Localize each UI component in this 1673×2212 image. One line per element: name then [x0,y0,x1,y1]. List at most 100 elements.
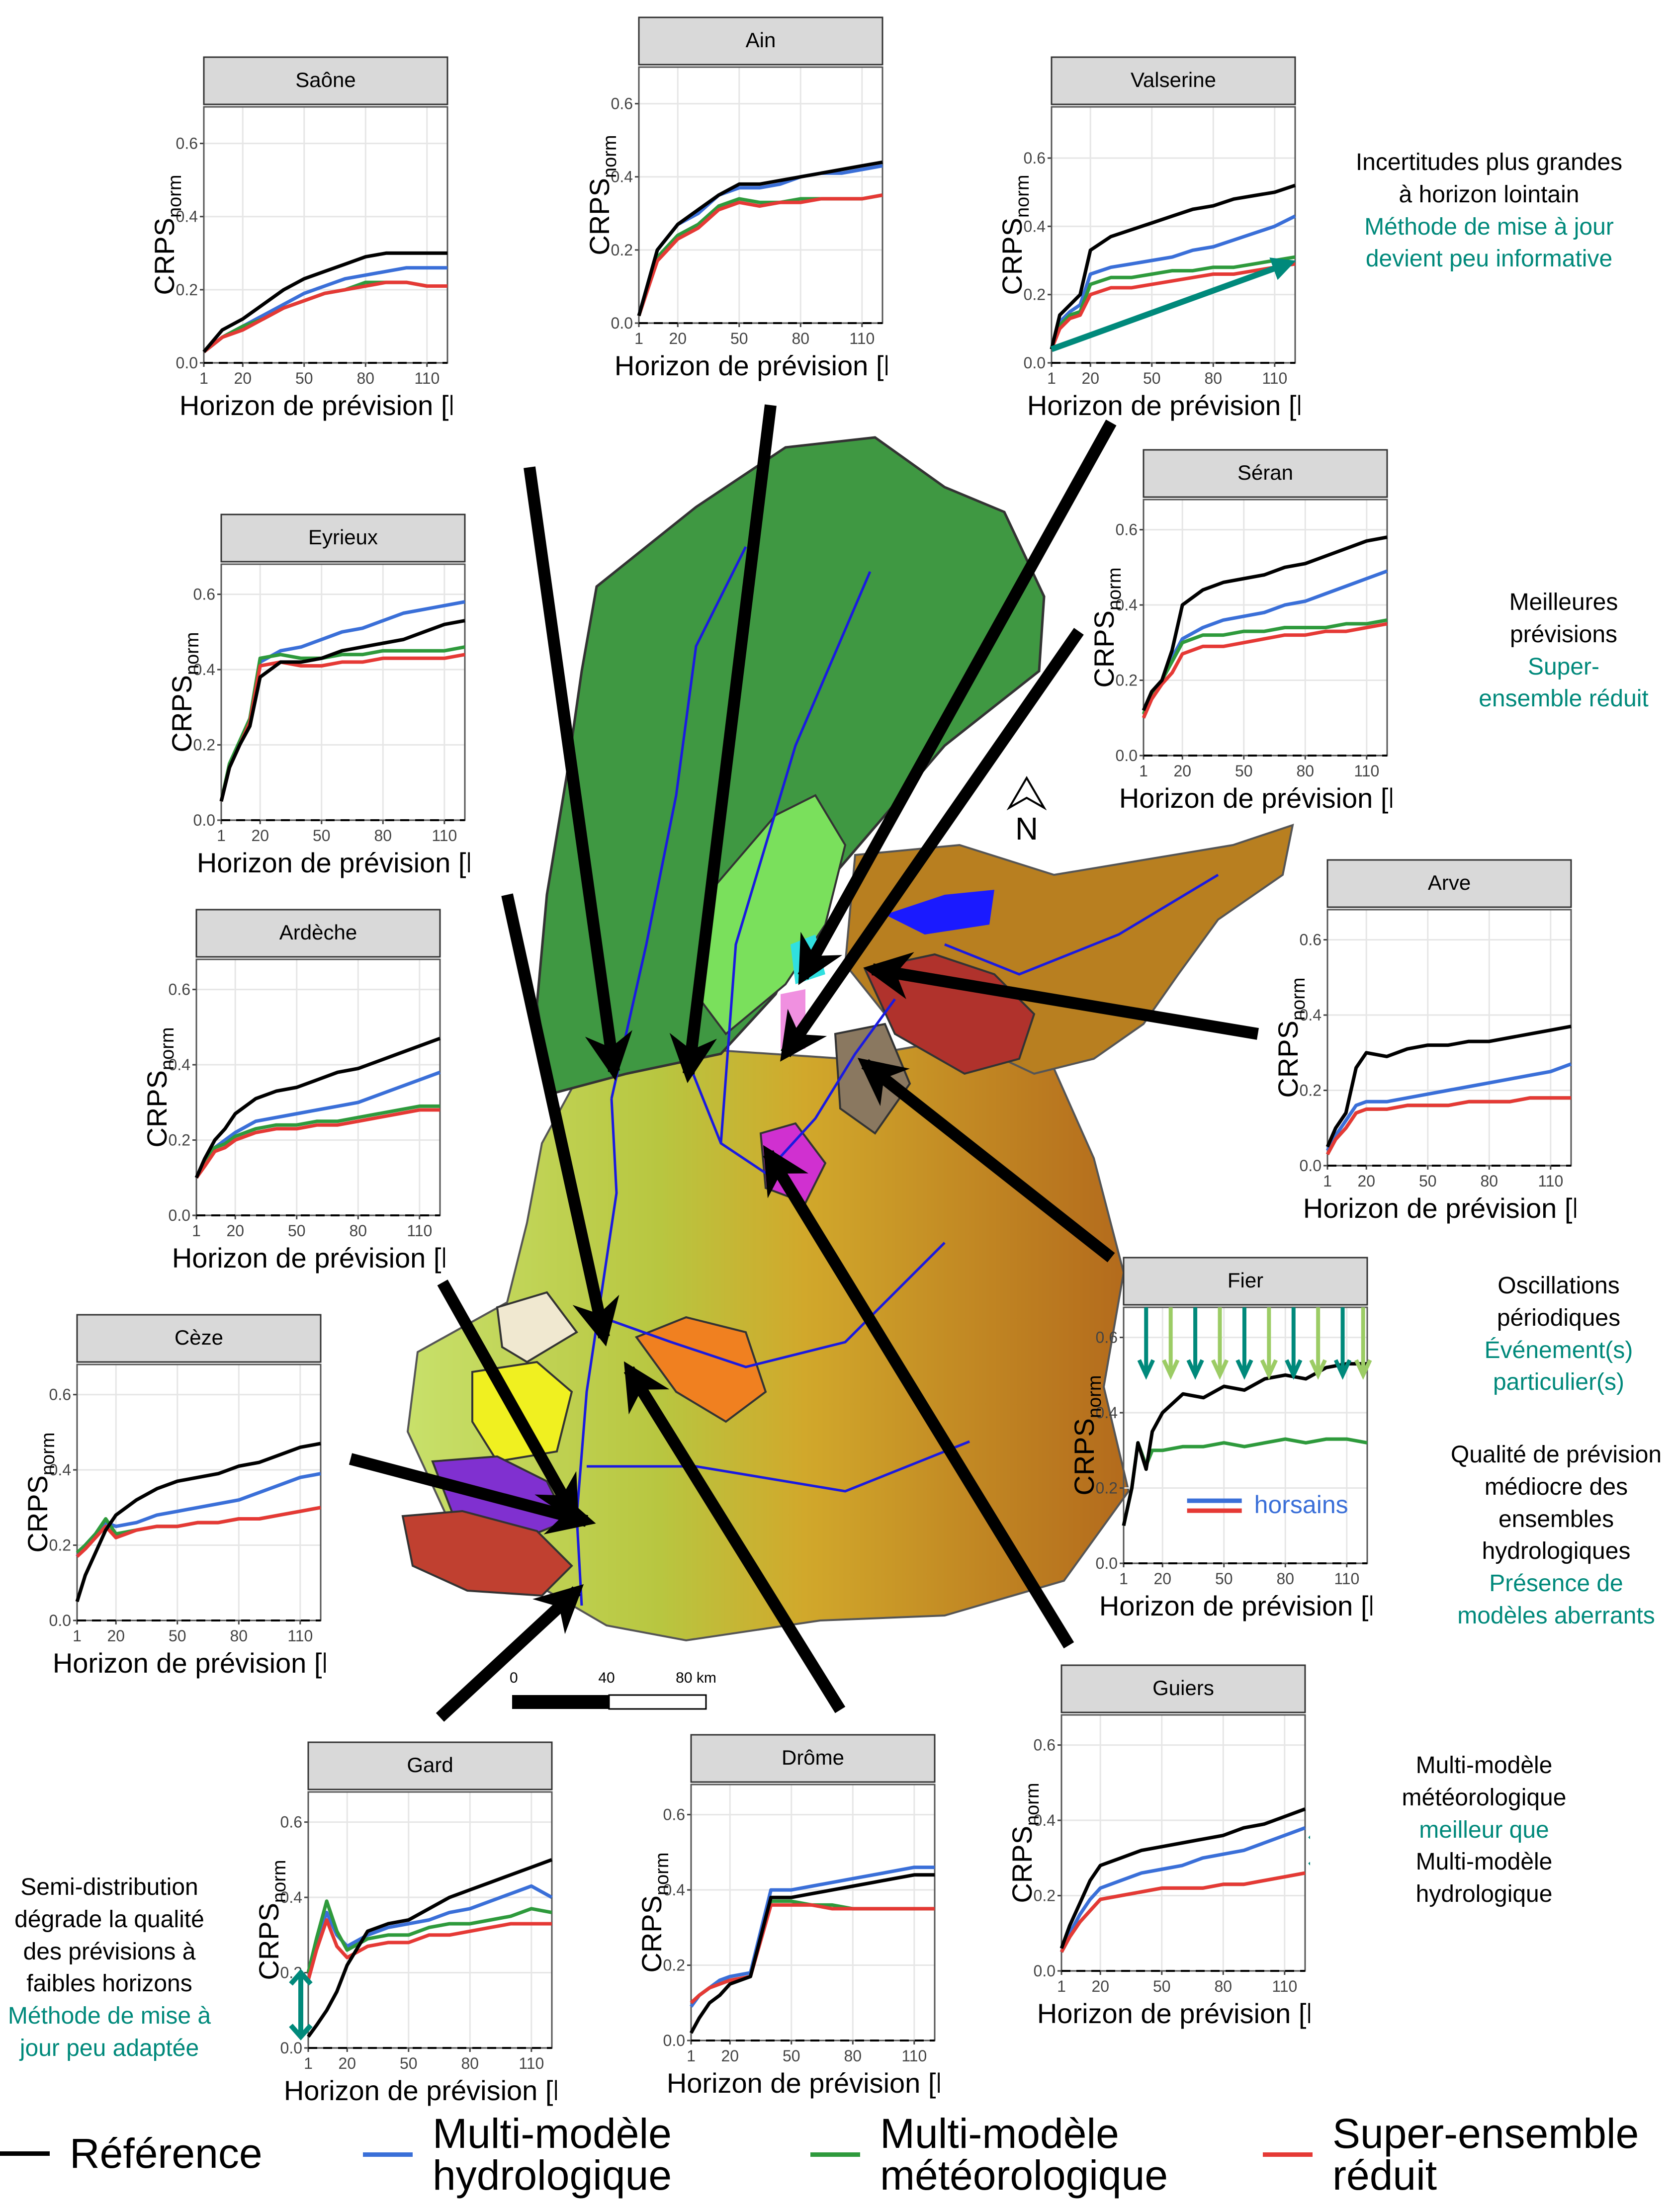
arrow-drome [623,1361,846,1713]
arrow-ceze [349,1453,596,1534]
x-tick-label: 80 [1276,1570,1294,1588]
north-label: N [1015,811,1039,847]
y-axis-label: CRPSnorm [253,1860,290,1980]
y-tick-label: 0.0 [280,2039,302,2057]
arrow-guiers [763,1145,1074,1649]
y-axis-label: CRPSnorm [584,135,620,255]
annotation-arrow-oscillation [1333,1307,1352,1380]
scale-tick-0: 0 [510,1670,518,1686]
chart-svg-drome: Drôme 0.0 0.2 0.4 0.6 1 20 50 80 110 Horizon de pr… [636,1734,940,2099]
x-axis-label: Horizon de prévision [h] [197,847,470,878]
series-line-multi-hydro [306,1884,553,1973]
annotation-arrow-oscillation [1260,1307,1278,1380]
x-tick-label: 20 [338,2054,356,2072]
y-tick-label: 0.6 [1034,1736,1056,1754]
x-tick-label: 80 [1296,762,1314,780]
x-tick-label: 80 [1480,1172,1498,1190]
legend-swatch-super-ensemble [1263,2152,1313,2157]
note-seran-teal: Super-ensemble réduit [1479,653,1649,712]
y-tick-label: 0.4 [663,1881,685,1899]
legend-label-reference: Référence [70,2130,263,2177]
legend-label-multi-meteo: Multi-modèle météorologique [880,2110,1168,2199]
chart-panel-ain: Ain 0.0 0.2 0.4 0.6 1 20 50 80 110 Horizon de prév… [569,15,887,398]
basin-gard-red [401,1510,573,1597]
y-axis-label: CRPSnorm [149,174,185,295]
y-tick-label: 0.6 [1096,1329,1118,1347]
legend-item-multi-meteo: Multi-modèle météorologique [810,2113,1188,2196]
y-tick-label: 0.2 [49,1536,71,1554]
note-fier-oscillations: Oscillations périodiques Événement(s) pa… [1447,1270,1671,1399]
x-axis-label: Horizon de prévision [h] [615,350,887,381]
note-fier2-teal: Présence de modèles aberrants [1457,1570,1655,1629]
plot-border [203,106,448,364]
y-axis-label: CRPSnorm [1006,1783,1043,1903]
series-line-super-ensemble [306,1918,552,1981]
x-tick-label: 20 [234,369,252,387]
y-tick-label: 0.6 [193,586,215,603]
chart-svg-ain: Ain 0.0 0.2 0.4 0.6 1 20 50 80 110 Horizon de prév… [584,16,887,381]
x-tick-label: 1 [304,2054,313,2072]
annotation-arrow-oscillation [1162,1307,1180,1380]
y-axis-label: CRPSnorm [22,1432,59,1552]
y-tick-label: 0.2 [1116,672,1138,689]
legend-item-super-ensemble: Super-ensemble réduit [1263,2113,1651,2196]
series-line-reference [202,251,447,353]
y-tick-label: 0.4 [1024,217,1046,235]
x-tick-label: 80 [374,827,392,845]
x-tick-label: 50 [783,2047,800,2065]
series-line-super-ensemble [76,1506,321,1558]
chart-svg-ardeche: Ardèche 0.0 0.2 0.4 0.6 1 20 50 80 110 Horizon de … [141,909,445,1274]
x-tick-label: 110 [407,1222,432,1240]
chart-svg-eyrieux: Eyrieux 0.0 0.2 0.4 0.6 1 20 50 80 110 Horizon de … [166,513,470,878]
x-tick-label: 1 [1323,1172,1332,1190]
y-tick-label: 0.2 [193,736,215,754]
x-tick-label: 110 [1354,762,1379,780]
basin-lake-geneva [885,890,994,935]
arrow-saone [524,466,632,1081]
facet-title: Gard [407,1753,453,1777]
series-line-super-ensemble [1325,1096,1571,1155]
x-tick-label: 50 [1153,1977,1171,1995]
x-tick-label: 20 [1081,369,1099,387]
chart-panel-guiers: Guiers 0.0 0.2 0.4 0.6 1 20 50 80 110 Horizon de p… [992,1663,1310,2045]
legend-label-multi-hydro: Multi-modèle hydrologique [433,2110,672,2199]
y-tick-label: 0.2 [1300,1082,1321,1100]
y-axis-label: CRPSnorm [996,174,1033,295]
arrow-ardeche [437,1279,580,1525]
facet-strip [307,1741,553,1790]
arrow-valserine [797,420,1117,985]
x-tick-label: 110 [1538,1172,1563,1190]
series-line-reference [194,1036,441,1179]
facet-strip [690,1734,936,1783]
series-line-multi-hydro [1050,214,1296,350]
y-axis-label: CRPSnorm [1272,977,1309,1098]
series-line-multi-meteo [1050,255,1296,350]
y-axis-label: CRPSnorm [1088,567,1125,687]
annotation-arrow-gap [289,1968,313,2041]
y-tick-label: 0.2 [663,1957,685,1974]
arrow-arve [863,952,1259,1040]
arrow-seran [780,628,1084,1062]
x-tick-label: 1 [1139,762,1148,780]
x-tick-label: 80 [792,330,809,347]
series-line-multi-meteo [637,193,883,317]
annotation-arrow-oscillation [1309,1307,1327,1380]
series-line-super-ensemble [1050,262,1296,350]
note-seran: Meilleures prévisions Super-ensemble réd… [1457,587,1671,715]
x-tick-label: 80 [1204,369,1222,387]
facet-title: Ain [746,28,776,52]
chart-svg-ceze: Cèze 0.0 0.2 0.4 0.6 1 20 50 80 110 Horizon de pré… [22,1314,326,1679]
facet-title: Ardèche [279,921,357,944]
chart-panel-drome: Drôme 0.0 0.2 0.4 0.6 1 20 50 80 110 Horizon de pr… [621,1732,940,2115]
legend-swatch-multi-meteo [810,2152,860,2157]
legend-label-super-ensemble: Super-ensemble réduit [1332,2110,1639,2199]
note-fier1-black: Oscillations périodiques [1497,1273,1621,1331]
series-line-multi-hydro [1325,1062,1572,1152]
x-tick-label: 1 [1119,1570,1128,1588]
x-tick-label: 20 [107,1627,125,1645]
x-axis-label: Horizon de prévision [h] [1099,1590,1372,1621]
series-line-super-ensemble [637,193,883,317]
y-tick-label: 0.0 [169,1206,190,1224]
series-line-reference [219,619,465,802]
north-arrow: N [1004,775,1049,845]
